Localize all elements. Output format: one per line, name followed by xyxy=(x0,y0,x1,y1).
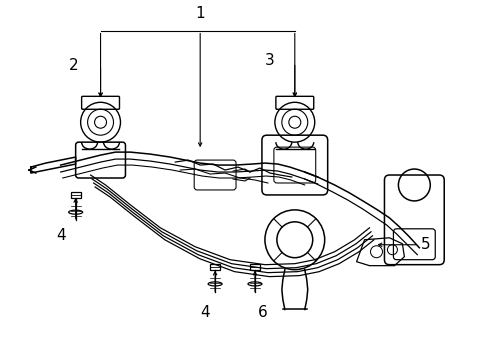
Text: 3: 3 xyxy=(264,53,274,68)
Text: 1: 1 xyxy=(195,6,204,21)
Text: 5: 5 xyxy=(421,237,430,252)
Text: 4: 4 xyxy=(200,305,209,320)
Text: 2: 2 xyxy=(69,58,79,73)
Text: 4: 4 xyxy=(56,228,65,243)
Text: 6: 6 xyxy=(258,305,267,320)
Bar xyxy=(210,264,220,270)
Bar xyxy=(71,192,81,198)
Bar xyxy=(249,264,260,270)
